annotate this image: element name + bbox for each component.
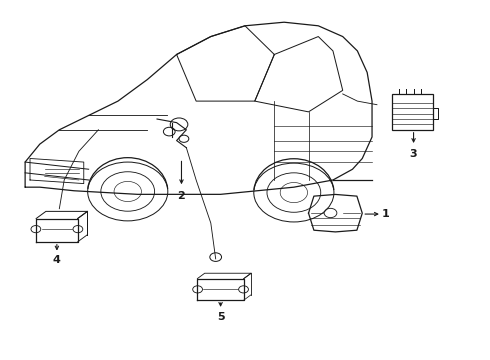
Text: 5: 5 [217, 312, 224, 322]
Bar [392, 94, 433, 130]
Text: 3: 3 [410, 149, 417, 159]
Text: 1: 1 [382, 209, 390, 219]
Text: 4: 4 [53, 255, 61, 265]
Text: 2: 2 [177, 191, 185, 201]
